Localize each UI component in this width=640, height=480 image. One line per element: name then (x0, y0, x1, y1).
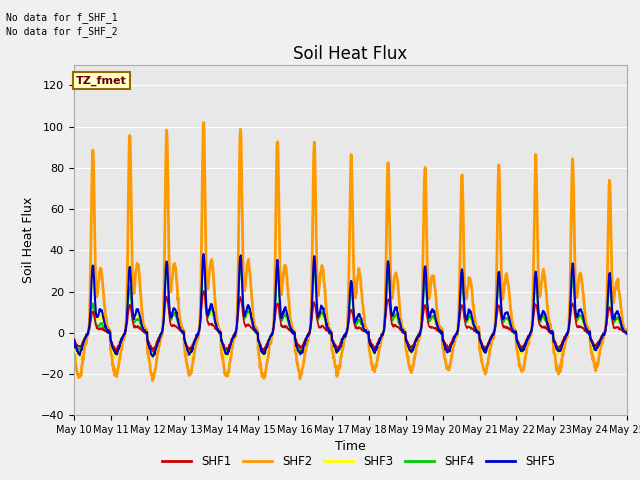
SHF2 (180, 331, 188, 336)
Legend: SHF1, SHF2, SHF3, SHF4, SHF5: SHF1, SHF2, SHF3, SHF4, SHF5 (157, 451, 559, 473)
SHF1 (148, 348, 156, 353)
SHF5 (437, 329, 445, 335)
SHF1 (558, 340, 566, 346)
SHF5 (149, 354, 157, 360)
SHF1 (623, 330, 630, 336)
SHF4 (70, 336, 77, 341)
SHF2 (558, 362, 566, 368)
SHF4 (509, 329, 517, 335)
SHF2 (70, 344, 77, 350)
SHF2 (193, 338, 201, 344)
X-axis label: Time: Time (335, 441, 366, 454)
SHF3 (437, 329, 445, 335)
Text: No data for f_SHF_1: No data for f_SHF_1 (6, 12, 118, 23)
SHF5 (193, 334, 201, 340)
SHF4 (437, 330, 445, 336)
SHF1 (193, 332, 201, 338)
Text: TZ_fmet: TZ_fmet (76, 75, 127, 85)
SHF1 (255, 339, 263, 345)
Line: SHF2: SHF2 (74, 122, 627, 381)
SHF2 (148, 378, 156, 384)
SHF2 (437, 328, 445, 334)
SHF4 (186, 349, 193, 355)
SHF1 (180, 329, 188, 335)
SHF4 (200, 254, 207, 260)
SHF5 (70, 336, 77, 342)
SHF3 (558, 345, 566, 351)
SHF3 (200, 255, 207, 261)
SHF3 (179, 329, 187, 335)
Line: SHF4: SHF4 (74, 257, 627, 352)
SHF4 (558, 342, 566, 348)
SHF1 (437, 329, 445, 335)
SHF4 (623, 331, 630, 336)
SHF5 (180, 330, 188, 336)
SHF5 (200, 251, 207, 257)
SHF5 (509, 329, 517, 335)
SHF5 (623, 331, 630, 336)
SHF5 (558, 344, 566, 350)
SHF1 (200, 288, 208, 294)
Y-axis label: Soil Heat Flux: Soil Heat Flux (22, 197, 35, 283)
SHF3 (255, 343, 263, 349)
SHF2 (509, 326, 517, 332)
SHF3 (623, 330, 630, 336)
Line: SHF5: SHF5 (74, 254, 627, 357)
SHF2 (255, 355, 263, 361)
SHF1 (70, 336, 77, 341)
SHF1 (509, 329, 517, 335)
SHF2 (200, 120, 207, 125)
SHF3 (509, 327, 517, 333)
Title: Soil Heat Flux: Soil Heat Flux (293, 45, 408, 63)
SHF4 (179, 330, 187, 336)
SHF4 (255, 339, 263, 345)
SHF5 (255, 340, 263, 346)
SHF4 (193, 333, 201, 339)
Line: SHF1: SHF1 (74, 291, 627, 350)
Line: SHF3: SHF3 (74, 258, 627, 359)
Text: No data for f_SHF_2: No data for f_SHF_2 (6, 26, 118, 37)
SHF2 (623, 327, 630, 333)
SHF3 (70, 339, 77, 345)
SHF3 (223, 356, 231, 361)
SHF3 (193, 334, 200, 340)
